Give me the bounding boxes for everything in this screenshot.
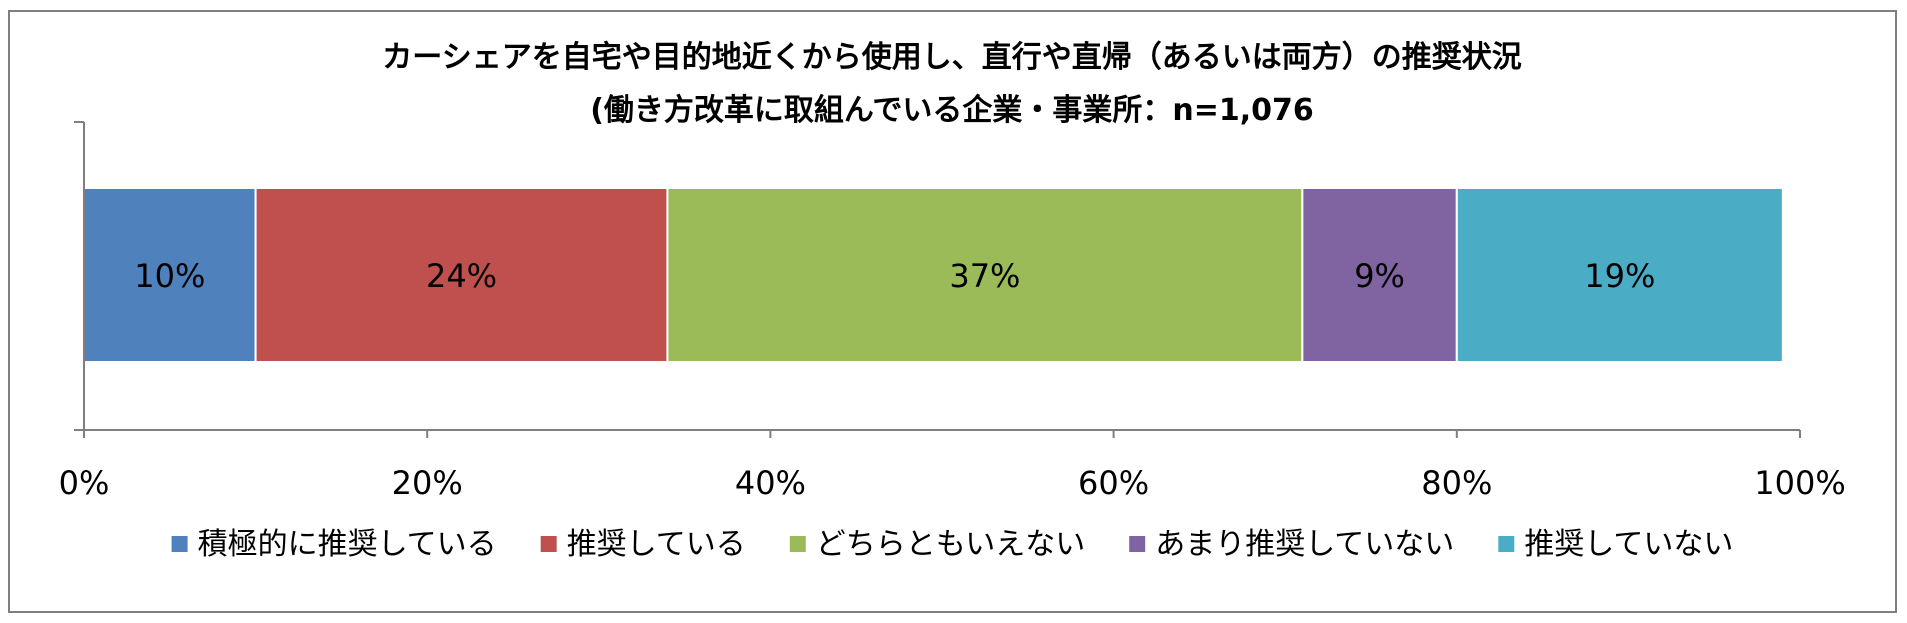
chart-subtitle: (働き方改革に取組んでいる企業・事業所：n=1,076 bbox=[590, 93, 1314, 128]
legend-label-5: 推奨していない bbox=[1524, 527, 1733, 562]
legend-label-1: 積極的に推奨している bbox=[198, 527, 497, 562]
data-label-5: 19% bbox=[1584, 257, 1655, 295]
legend-label-3: どちらともいえない bbox=[816, 527, 1085, 562]
legend-label-2: 推奨している bbox=[567, 527, 746, 562]
plot-area: 10% 24% 37% 9% 19% bbox=[83, 187, 1784, 363]
legend-item-3: どちらともいえない bbox=[789, 527, 1085, 562]
legend-label-4: あまり推奨していない bbox=[1155, 527, 1454, 562]
x-tick-label-1: 20% bbox=[392, 464, 463, 502]
bar-segment-5 bbox=[1455, 187, 1784, 363]
legend-item-4: あまり推奨していない bbox=[1129, 527, 1454, 562]
legend-swatch-2 bbox=[540, 536, 557, 552]
bar-segment-2 bbox=[254, 187, 669, 363]
x-tick-label-4: 80% bbox=[1421, 464, 1492, 502]
bar-segment-1 bbox=[83, 187, 257, 363]
x-axis: 0% 20% 40% 60% 80% 100% bbox=[59, 121, 1846, 502]
x-tick-label-0: 0% bbox=[59, 464, 110, 502]
legend-swatch-5 bbox=[1498, 536, 1515, 552]
legend-item-1: 積極的に推奨している bbox=[171, 527, 497, 562]
chart-title: カーシェアを自宅や目的地近くから使用し、直行や直帰（あるいは両方）の推奨状況 bbox=[382, 40, 1521, 75]
legend-swatch-4 bbox=[1129, 536, 1146, 552]
x-tick-label-2: 40% bbox=[735, 464, 806, 502]
legend-swatch-3 bbox=[789, 536, 806, 552]
legend-swatch-1 bbox=[171, 536, 188, 552]
data-label-2: 24% bbox=[426, 257, 497, 295]
legend-item-5: 推奨していない bbox=[1498, 527, 1733, 562]
chart-frame: カーシェアを自宅や目的地近くから使用し、直行や直帰（あるいは両方）の推奨状況 (… bbox=[8, 10, 1897, 613]
legend: 積極的に推奨している 推奨している どちらともいえない あまり推奨していない 推奨してい… bbox=[171, 527, 1733, 562]
legend-item-2: 推奨している bbox=[540, 527, 746, 562]
x-tick-label-3: 60% bbox=[1078, 464, 1149, 502]
bar-segment-4 bbox=[1301, 187, 1458, 363]
x-tick-label-5: 100% bbox=[1754, 464, 1845, 502]
bar-segment-3 bbox=[666, 187, 1304, 363]
data-label-1: 10% bbox=[134, 257, 205, 295]
data-label-3: 37% bbox=[949, 257, 1020, 295]
data-label-4: 9% bbox=[1354, 257, 1405, 295]
stacked-bar-chart: カーシェアを自宅や目的地近くから使用し、直行や直帰（あるいは両方）の推奨状況 (… bbox=[59, 40, 1846, 562]
